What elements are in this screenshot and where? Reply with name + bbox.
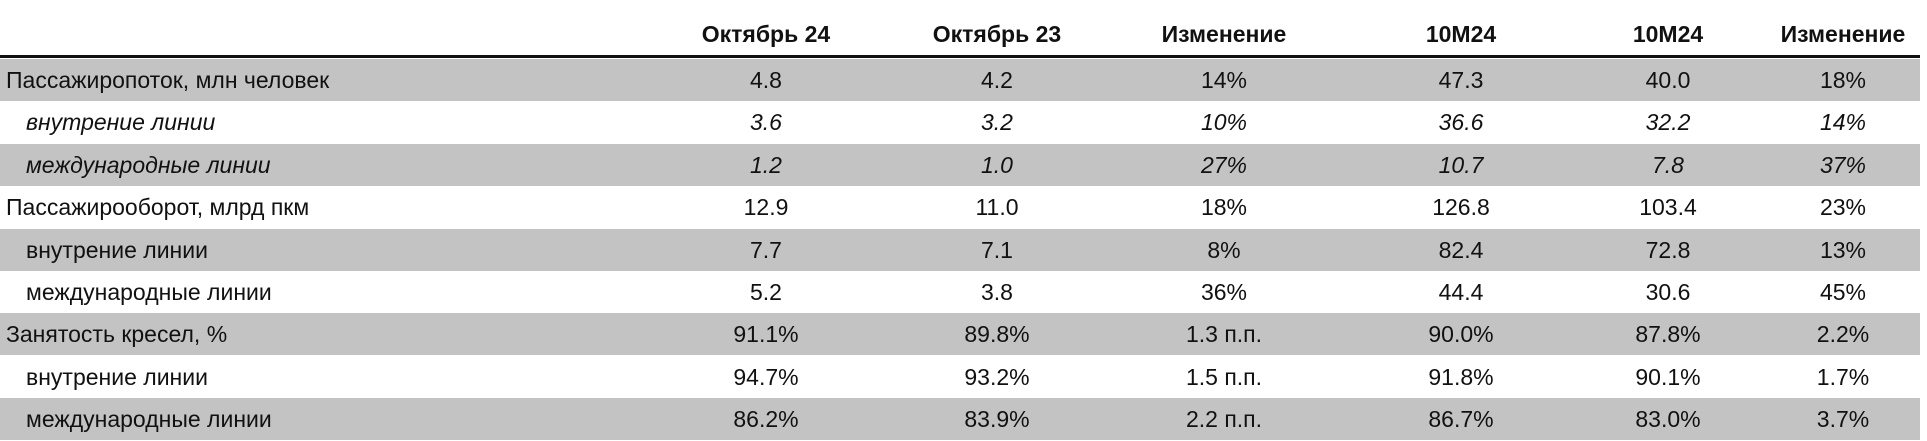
- cell-value: 47.3: [1438, 67, 1484, 93]
- cell-value: 103.4: [1639, 194, 1697, 221]
- cell-value: 1.3 п.п.: [1185, 321, 1263, 348]
- table-row: внутрение линии 94.7% 93.2% 1.5 п.п. 91.8% 90…: [0, 356, 1920, 398]
- header-rule: [0, 55, 1920, 58]
- cell-value: 7.1: [981, 236, 1013, 263]
- cell-value: 93.2%: [964, 363, 1030, 390]
- column-header: 10M24: [1425, 21, 1497, 47]
- cell-value: 1.7%: [1816, 363, 1870, 390]
- cell-value: 4.8: [750, 67, 782, 93]
- cell-value: 2.2 п.п.: [1185, 406, 1263, 433]
- table-row: внутрение линии 7.7 7.1 8% 82.4 72.8 13%: [0, 228, 1920, 271]
- cell-value: 37%: [1819, 151, 1867, 178]
- table-row: внутрение линии 3.6 3.2 10% 36.6 32.2 14%: [0, 101, 1920, 143]
- table-row: международные линии 86.2% 83.9% 2.2 п.п. 86.…: [0, 398, 1920, 441]
- table-row: международные линии 5.2 3.8 36% 44.4 30.6 45%: [0, 271, 1920, 313]
- cell-value: 2.2%: [1816, 321, 1870, 348]
- row-label: внутрение линии: [26, 109, 216, 136]
- cell-value: 87.8%: [1635, 321, 1701, 348]
- column-header: 10M24: [1632, 21, 1704, 47]
- cell-value: 14%: [1200, 67, 1248, 93]
- cell-value: 3.7%: [1816, 406, 1870, 433]
- cell-value: 86.2%: [733, 406, 799, 433]
- cell-value: 30.6: [1645, 279, 1691, 305]
- cell-value: 3.2: [981, 109, 1013, 136]
- cell-value: 14%: [1819, 109, 1867, 136]
- row-label: Занятость кресел, %: [6, 321, 228, 348]
- cell-value: 82.4: [1438, 236, 1484, 263]
- cell-value: 36.6: [1438, 109, 1484, 136]
- table-row: Пассажирооборот, млрд пкм 12.9 11.0 18% 126.…: [0, 186, 1920, 228]
- row-label: международные линии: [26, 151, 271, 178]
- cell-value: 7.7: [750, 236, 782, 263]
- column-header: Октябрь 23: [932, 21, 1062, 47]
- cell-value: 91.8%: [1428, 363, 1494, 390]
- cell-value: 1.5 п.п.: [1185, 363, 1263, 390]
- cell-value: 3.6: [750, 109, 782, 136]
- cell-value: 10.7: [1438, 151, 1484, 178]
- row-label: внутрение линии: [26, 363, 208, 390]
- cell-value: 83.9%: [964, 406, 1030, 433]
- cell-value: 91.1%: [733, 321, 799, 348]
- cell-value: 8%: [1207, 236, 1241, 263]
- row-label: международные линии: [26, 279, 272, 305]
- cell-value: 83.0%: [1635, 406, 1701, 433]
- cell-value: 18%: [1819, 67, 1867, 93]
- cell-value: 3.8: [981, 279, 1013, 305]
- table-row: Пассажиропоток, млн человек 4.8 4.2 14% 47.3…: [0, 59, 1920, 101]
- table-row: Занятость кресел, % 91.1% 89.8% 1.3 п.п. 90.…: [0, 313, 1920, 356]
- cell-value: 90.0%: [1428, 321, 1494, 348]
- cell-value: 72.8: [1645, 236, 1691, 263]
- cell-value: 10%: [1200, 109, 1248, 136]
- row-label: международные линии: [26, 406, 272, 433]
- cell-value: 44.4: [1438, 279, 1484, 305]
- cell-value: 13%: [1819, 236, 1867, 263]
- cell-value: 4.2: [981, 67, 1013, 93]
- cell-value: 7.8: [1652, 151, 1684, 178]
- cell-value: 89.8%: [964, 321, 1030, 348]
- cell-value: 36%: [1200, 279, 1248, 305]
- row-label: Пассажиропоток, млн человек: [6, 67, 330, 93]
- column-header: Изменение: [1161, 21, 1287, 47]
- cell-value: 94.7%: [733, 363, 799, 390]
- row-label: внутрение линии: [26, 236, 208, 263]
- cell-value: 32.2: [1645, 109, 1691, 136]
- cell-value: 1.0: [981, 151, 1013, 178]
- cell-value: 90.1%: [1635, 363, 1701, 390]
- cell-value: 40.0: [1645, 67, 1691, 93]
- cell-value: 126.8: [1432, 194, 1490, 221]
- cell-value: 23%: [1819, 194, 1867, 221]
- cell-value: 45%: [1819, 279, 1867, 305]
- column-header: Изменение: [1780, 21, 1906, 47]
- cell-value: 18%: [1200, 194, 1248, 221]
- cell-value: 27%: [1200, 151, 1248, 178]
- cell-value: 1.2: [750, 151, 782, 178]
- column-header: Октябрь 24: [701, 21, 831, 47]
- cell-value: 11.0: [975, 194, 1019, 221]
- cell-value: 12.9: [743, 194, 789, 221]
- table-row: международные линии 1.2 1.0 27% 10.7 7.8 37%: [0, 143, 1920, 186]
- row-label: Пассажирооборот, млрд пкм: [6, 194, 310, 221]
- cell-value: 86.7%: [1428, 406, 1494, 433]
- cell-value: 5.2: [750, 279, 782, 305]
